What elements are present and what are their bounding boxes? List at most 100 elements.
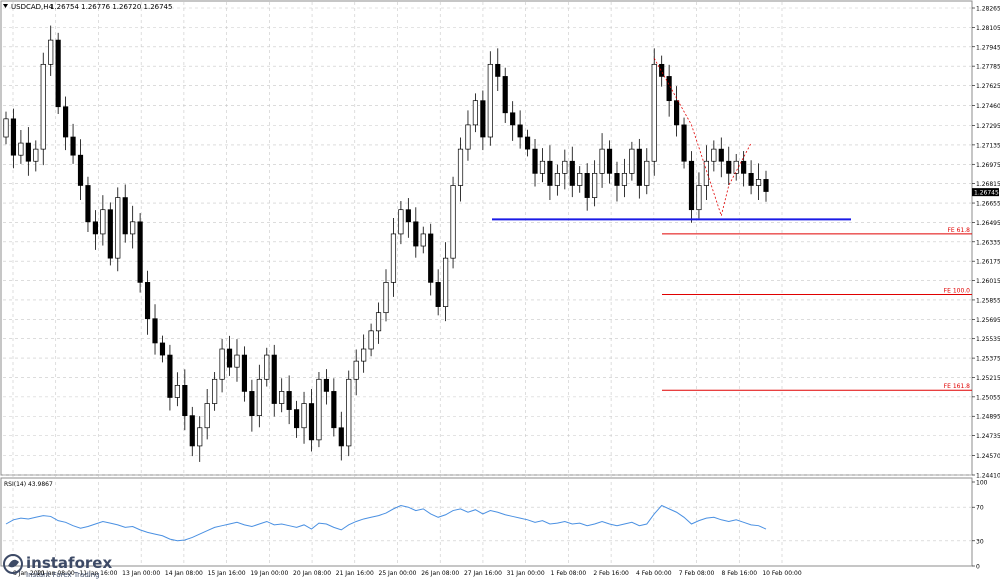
time-tick-label: 15 Jan 16:00 xyxy=(208,570,246,577)
candle-body xyxy=(152,318,158,344)
time-tick-label: 8 Jan 2021 xyxy=(13,570,45,577)
candle-body xyxy=(182,385,188,416)
candle-body xyxy=(40,63,46,150)
price-axis: 1.28265 1.28105 1.27945 1.27785 1.27625 1.274… xyxy=(972,6,1000,480)
price-tick-label: 1.26655 xyxy=(976,201,1000,208)
candle-body xyxy=(569,160,575,186)
fib-level-label: FE 161.8 xyxy=(944,383,971,390)
candle-body xyxy=(428,233,434,283)
price-tick-label: 1.27135 xyxy=(976,142,1000,149)
candle-body xyxy=(375,312,382,332)
candle-body xyxy=(495,63,501,77)
candle-body xyxy=(18,142,24,156)
candle-body xyxy=(100,209,106,235)
candle-body xyxy=(465,124,471,150)
candle-body xyxy=(159,342,166,356)
time-tick-label: 27 Jan 16:00 xyxy=(464,570,502,577)
candle-body xyxy=(219,348,225,380)
time-tick-label: 7 Feb 08:00 xyxy=(679,570,715,577)
price-tick-label: 1.25695 xyxy=(976,317,1000,324)
candle-body xyxy=(144,282,151,320)
candle-body xyxy=(256,378,262,416)
chart-menu-triangle-icon[interactable] xyxy=(3,4,8,8)
rsi-line xyxy=(5,504,767,542)
candle-body xyxy=(368,330,374,350)
candle-body xyxy=(577,173,583,186)
candle-body xyxy=(614,173,620,186)
candle-body xyxy=(711,148,717,162)
instaforex-logo-icon xyxy=(3,554,23,574)
candle-body xyxy=(405,209,411,223)
time-tick-label: 13 Jan 00:00 xyxy=(122,570,160,577)
candle-body xyxy=(696,185,702,211)
candle-body xyxy=(92,221,98,235)
candle-body xyxy=(472,100,478,126)
price-tick-label: 1.26175 xyxy=(976,259,1000,266)
price-tick-label: 1.24735 xyxy=(976,433,1000,440)
time-tick-label: 4 Feb 00:00 xyxy=(636,570,672,577)
price-tick-label: 1.25215 xyxy=(976,375,1000,382)
price-tick-label: 1.25535 xyxy=(976,336,1000,343)
candle-body xyxy=(63,106,69,138)
rsi-tick-label: 100 xyxy=(976,480,988,487)
candle-body xyxy=(85,185,91,223)
candle-body xyxy=(644,160,650,186)
price-tick-label: 1.27460 xyxy=(976,103,1000,110)
candle-body xyxy=(450,185,456,259)
candle-body xyxy=(741,160,747,174)
price-tick-label: 1.26015 xyxy=(976,278,1000,285)
candle-body xyxy=(316,378,322,441)
candle-body xyxy=(241,354,248,392)
fib-level-label: FE 61.8 xyxy=(947,227,970,234)
candle-body xyxy=(547,160,553,186)
candle-body xyxy=(301,403,307,429)
candle-body xyxy=(688,160,695,211)
price-tick-label: 1.27625 xyxy=(976,83,1000,90)
candle-body xyxy=(629,148,635,174)
candle-body xyxy=(390,233,397,283)
instaforex-logo-swirl xyxy=(8,559,19,568)
candle-body xyxy=(651,63,657,162)
time-tick-label: 19 Jan 00:00 xyxy=(250,570,288,577)
candle-body xyxy=(338,427,344,447)
watermark-tagline: Instant Forex Trading xyxy=(26,571,100,579)
rsi-panel-frame xyxy=(0,477,973,567)
candle-body xyxy=(435,282,441,307)
candle-body xyxy=(55,39,61,108)
current-price-label: 1.26745 xyxy=(974,190,999,197)
time-tick-label: 1 Feb 08:00 xyxy=(551,570,587,577)
price-tick-label: 1.26975 xyxy=(976,162,1000,169)
candle-body xyxy=(48,39,54,65)
candle-body xyxy=(331,391,337,429)
candle-body xyxy=(502,76,508,114)
time-tick-label: 10 Jan 08:00 xyxy=(37,570,75,577)
candle-body xyxy=(234,354,240,368)
candle-body xyxy=(398,209,404,235)
candle-body xyxy=(115,197,121,259)
candle-body xyxy=(77,154,84,186)
candle-body xyxy=(323,378,329,392)
candle-body xyxy=(122,197,128,235)
candle-body xyxy=(480,100,486,138)
time-tick-label: 2 Feb 16:00 xyxy=(593,570,629,577)
time-tick-label: 11 Jan 16:00 xyxy=(79,570,117,577)
price-tick-label: 1.26495 xyxy=(976,220,1000,227)
current-price-tag xyxy=(972,188,999,197)
candle-body xyxy=(361,348,367,362)
price-tick-label: 1.26335 xyxy=(976,239,1000,246)
time-tick-label: 31 Jan 00:00 xyxy=(507,570,545,577)
price-tick-label: 1.25855 xyxy=(976,297,1000,304)
time-tick-label: 14 Jan 08:00 xyxy=(165,570,203,577)
candle-body xyxy=(70,136,76,156)
candle-body xyxy=(264,354,270,380)
candle-body xyxy=(420,233,426,247)
fib-level-label: FE 100.0 xyxy=(944,287,971,294)
price-tick-label: 1.25375 xyxy=(976,356,1000,363)
candle-body xyxy=(167,354,173,398)
time-tick-label: 21 Jan 16:00 xyxy=(336,570,374,577)
candle-body xyxy=(517,124,523,138)
candle-body xyxy=(413,221,419,247)
candle-body xyxy=(286,391,292,410)
candle-body xyxy=(346,378,352,447)
